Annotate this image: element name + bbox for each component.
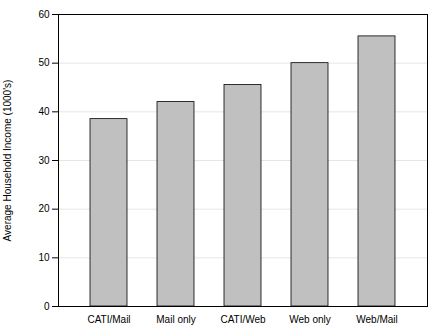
svg-text:Web only: Web only (289, 314, 331, 325)
svg-text:30: 30 (38, 155, 50, 166)
svg-text:50: 50 (38, 57, 50, 68)
svg-text:40: 40 (38, 106, 50, 117)
svg-text:CATI/Mail: CATI/Mail (87, 314, 130, 325)
svg-text:10: 10 (38, 252, 50, 263)
svg-text:20: 20 (38, 203, 50, 214)
svg-text:0: 0 (44, 301, 50, 312)
svg-text:CATI/Web: CATI/Web (220, 314, 266, 325)
svg-text:Average Household Income (1000: Average Household Income (1000's) (2, 80, 13, 242)
svg-text:60: 60 (38, 9, 50, 20)
svg-text:Web/Mail: Web/Mail (356, 314, 398, 325)
svg-text:Mail only: Mail only (156, 314, 195, 325)
